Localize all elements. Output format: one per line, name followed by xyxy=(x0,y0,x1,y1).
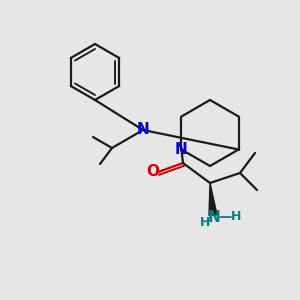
Text: O: O xyxy=(146,164,160,179)
Text: H: H xyxy=(200,217,210,230)
Text: H: H xyxy=(231,211,241,224)
Text: N: N xyxy=(208,209,220,224)
Text: N: N xyxy=(136,122,149,137)
Text: N: N xyxy=(175,142,188,157)
Polygon shape xyxy=(209,183,217,215)
